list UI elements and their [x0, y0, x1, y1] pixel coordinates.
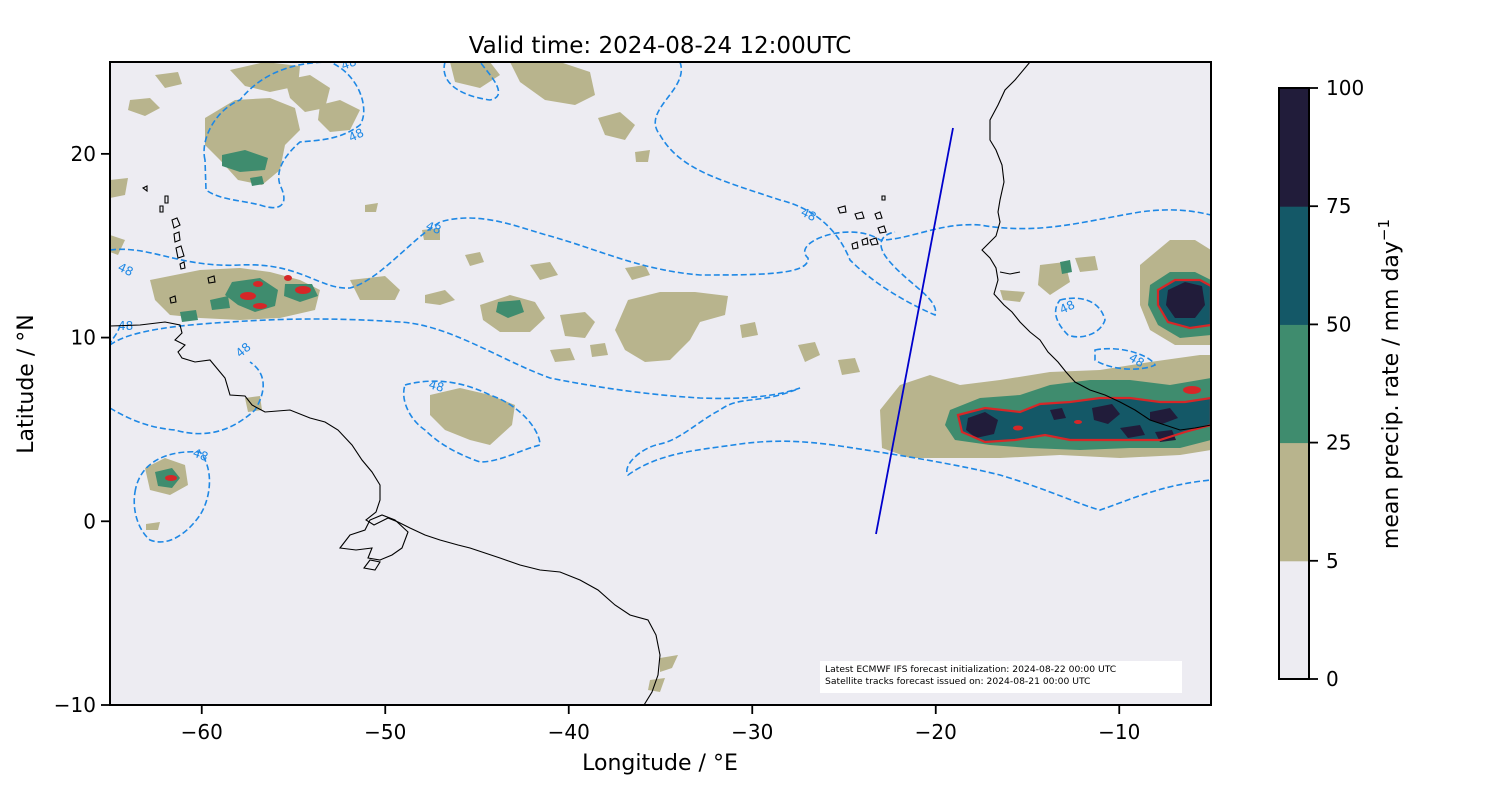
contour-label: 48 [339, 54, 358, 72]
colorbar-band [1279, 560, 1309, 680]
x-tick-label: −30 [731, 720, 773, 744]
contour-label: 48 [116, 260, 136, 279]
coastlines [110, 62, 1211, 705]
y-axis-label: Latitude / °N [14, 314, 39, 453]
x-tick-label: −20 [915, 720, 957, 744]
colorbar-band [1279, 324, 1309, 444]
colorbar-ticks: 0 5 25 50 75 100 [1309, 76, 1364, 691]
colorbar-tick-label: 100 [1326, 76, 1364, 100]
colorbar-tick-label: 0 [1326, 667, 1339, 691]
x-tick-label: −60 [181, 720, 223, 744]
colorbar-band [1279, 206, 1309, 325]
colorbar-tick-label: 5 [1326, 549, 1339, 573]
colorbar-label: mean precip. rate / mm day−1 [1375, 219, 1404, 549]
y-tick-label: −10 [54, 693, 96, 717]
y-tick-label: 20 [71, 142, 96, 166]
contour-label: 48 [1127, 350, 1147, 370]
contour-label: 48 [799, 205, 819, 224]
contour-label: 48 [427, 377, 445, 394]
colorbar-tick-label: 25 [1326, 431, 1351, 455]
y-axis-ticks: 20 10 0 −10 [54, 142, 110, 717]
contour-label: 48 [424, 219, 443, 237]
x-tick-label: −50 [364, 720, 406, 744]
x-axis-label: Longitude / °E [582, 751, 738, 776]
colorbar-tick-label: 75 [1326, 194, 1351, 218]
y-tick-label: 10 [71, 326, 96, 350]
contour-48-labels: 48 48 48 48 48 48 48 48 48 48 48 [116, 54, 1147, 464]
map-title: Valid time: 2024-08-24 12:00UTC [469, 33, 852, 59]
colorbar-band [1279, 88, 1309, 207]
contour-48-lines [110, 62, 1211, 543]
colorbar-band [1279, 442, 1309, 562]
contour-label: 48 [191, 446, 210, 464]
plot-frame [109, 61, 1212, 706]
annotation-line-2: Satellite tracks forecast issued on: 202… [825, 676, 1091, 687]
high-precip-spots [165, 275, 1201, 481]
contour-label: 48 [1057, 298, 1077, 317]
forecast-annotation: Latest ECMWF IFS forecast initialization… [820, 661, 1182, 693]
colorbar-tick-label: 50 [1326, 312, 1351, 336]
colorbar [1279, 88, 1309, 680]
y-tick-label: 0 [83, 509, 96, 533]
colorbar-label-superscript: −1 [1375, 219, 1393, 241]
colorbar-frame [1278, 87, 1310, 680]
x-tick-label: −10 [1098, 720, 1140, 744]
annotation-line-1: Latest ECMWF IFS forecast initialization… [825, 664, 1117, 675]
x-axis-ticks: −60 −50 −40 −30 −20 −10 [181, 705, 1140, 744]
islands [141, 185, 887, 304]
contour-label: 48 [346, 126, 366, 145]
colorbar-label-text: mean precip. rate / mm day [1379, 241, 1404, 549]
satellite-track [875, 127, 954, 535]
high-precip-outlines [956, 278, 1211, 444]
precip-75-100-areas [966, 282, 1205, 442]
map-layers: 48 48 48 48 48 48 48 48 48 48 48 [110, 54, 1211, 705]
x-tick-label: −40 [548, 720, 590, 744]
